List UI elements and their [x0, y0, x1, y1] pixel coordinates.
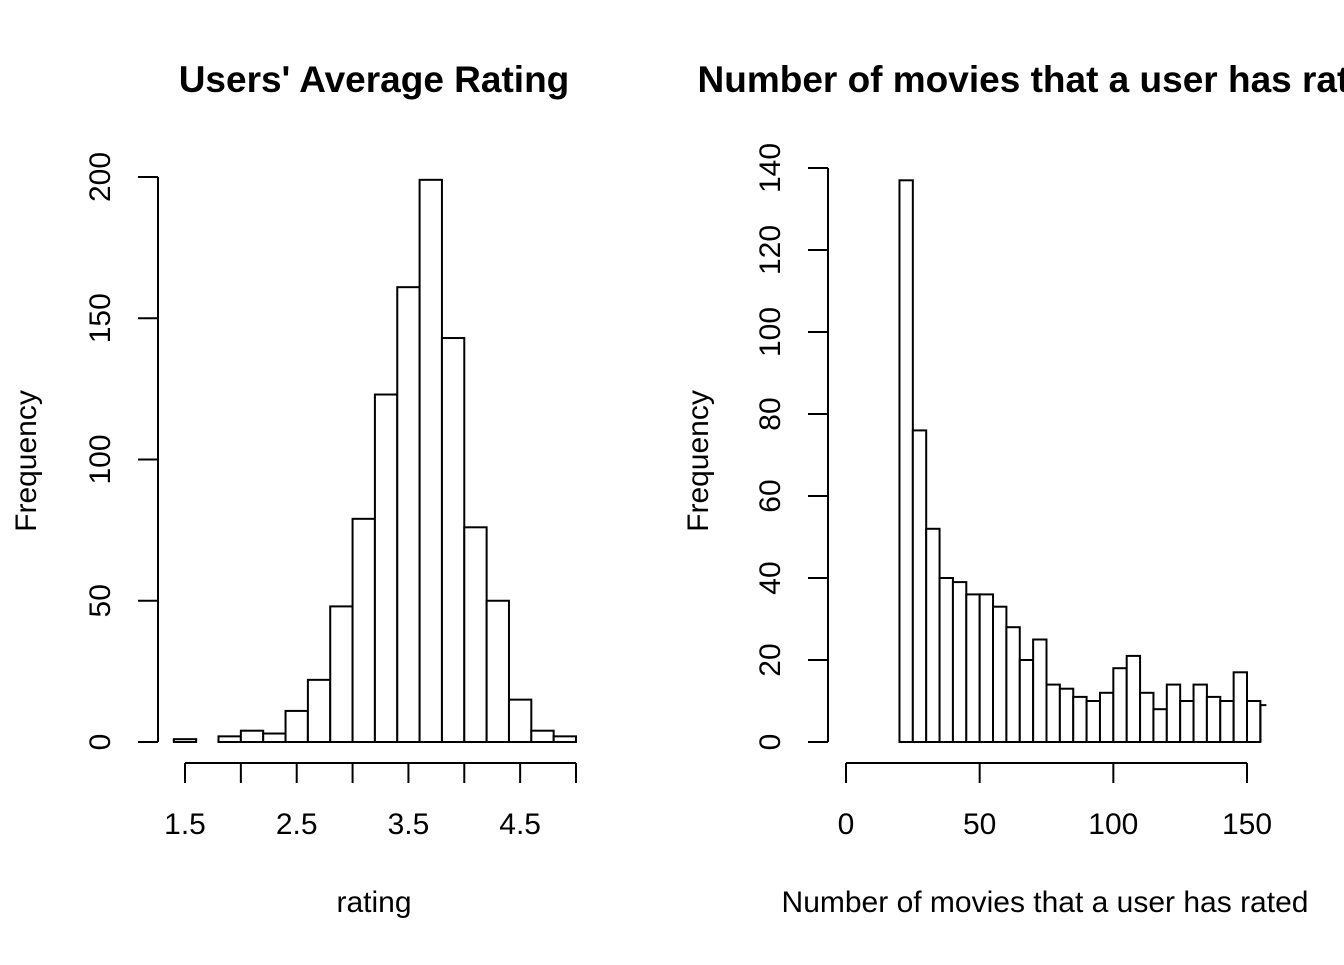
- histogram-bar: [1125, 654, 1142, 744]
- histogram-bar: [1045, 683, 1061, 743]
- histogram-bar: [418, 178, 443, 743]
- y-axis-label: Frequency: [682, 390, 715, 532]
- histogram-bar: [925, 527, 941, 743]
- y-tick-label: 80: [754, 397, 787, 430]
- x-tick-label: 3.5: [388, 808, 430, 841]
- y-tick-label: 150: [84, 293, 117, 343]
- y-axis: 0 50 100 150 200: [84, 152, 159, 751]
- histogram-bar: [373, 393, 399, 743]
- x-tick-label: 100: [1088, 808, 1138, 841]
- x-tick-label: 0: [838, 808, 855, 841]
- chart-title: Number of movies that a user has rated: [698, 59, 1344, 100]
- histogram-bar: [1165, 683, 1182, 743]
- histogram-bar: [1085, 700, 1101, 743]
- y-tick-label: 200: [84, 152, 117, 202]
- histogram-bar: [1018, 659, 1035, 743]
- histogram-bar: [485, 599, 510, 743]
- histogram-bar: [239, 729, 265, 744]
- histogram-bar: [284, 709, 309, 743]
- histogram-bar: [1058, 687, 1075, 744]
- chart-title: Users' Average Rating: [179, 59, 570, 100]
- histogram-bar: [965, 593, 981, 744]
- histogram-bar-truncated: [1259, 704, 1267, 742]
- histogram-bar: [351, 517, 376, 744]
- histogram-bar: [1139, 691, 1155, 743]
- panel-users-average-rating: Users' Average Rating rating Frequency 1…: [10, 59, 577, 919]
- x-axis-label: Number of movies that a user has rated: [782, 886, 1309, 919]
- y-tick-label: 140: [754, 143, 787, 193]
- histogram-bar: [463, 526, 488, 743]
- histogram-bar: [992, 605, 1008, 744]
- bars: [898, 179, 1267, 744]
- y-tick-label: 20: [754, 643, 787, 676]
- histogram-bar: [1219, 700, 1235, 743]
- y-axis: 0 20 40 60 80 100 120 140: [754, 143, 829, 751]
- y-tick-label: 60: [754, 479, 787, 512]
- y-tick-label: 0: [754, 734, 787, 751]
- histogram-bar: [530, 729, 555, 744]
- histogram-bar: [1192, 683, 1208, 743]
- x-tick-label: 150: [1222, 808, 1272, 841]
- x-tick-label: 50: [963, 808, 996, 841]
- histogram-bar: [262, 732, 287, 744]
- y-tick-label: 120: [754, 225, 787, 275]
- x-tick-label: 1.5: [164, 808, 206, 841]
- histogram-bar: [1112, 667, 1128, 744]
- histogram-bar: [329, 605, 354, 744]
- histogram-bar: [552, 735, 577, 743]
- histogram-bar: [507, 698, 533, 744]
- histogram-bar: [1098, 691, 1115, 743]
- bars: [172, 178, 577, 744]
- histogram-bar: [911, 429, 928, 743]
- y-tick-label: 0: [84, 734, 117, 751]
- y-axis-label: Frequency: [10, 390, 43, 532]
- histogram-bar: [1205, 695, 1222, 744]
- histogram-bar: [898, 179, 914, 744]
- histogram-bar: [217, 735, 242, 743]
- x-axis: 1.5 2.5 3.5 4.5: [164, 762, 577, 841]
- histogram-bar: [1005, 626, 1021, 744]
- y-tick-label: 100: [84, 434, 117, 484]
- histogram-bar: [1152, 708, 1168, 744]
- histogram-bar: [978, 593, 995, 744]
- histogram-bar: [1179, 700, 1195, 743]
- histogram-bar: [396, 286, 421, 743]
- histogram-bar: [1032, 638, 1048, 743]
- histogram-bar: [951, 581, 968, 743]
- x-tick-label: 2.5: [276, 808, 318, 841]
- histogram-bar: [1232, 671, 1249, 743]
- panel-number-of-movies-rated: Number of movies that a user has rated N…: [682, 59, 1344, 919]
- y-tick-label: 40: [754, 561, 787, 594]
- histogram-bar: [1072, 695, 1088, 744]
- histogram-bar: [306, 678, 332, 743]
- histogram-bar: [1246, 700, 1262, 743]
- histogram-bar: [172, 738, 198, 743]
- histogram-bar: [938, 577, 954, 743]
- y-tick-label: 100: [754, 307, 787, 357]
- histogram-bar: [440, 337, 466, 743]
- x-axis-label: rating: [336, 886, 411, 919]
- x-axis: 0 50 100 150: [838, 762, 1272, 841]
- x-tick-label: 4.5: [499, 808, 541, 841]
- y-tick-label: 50: [84, 584, 117, 617]
